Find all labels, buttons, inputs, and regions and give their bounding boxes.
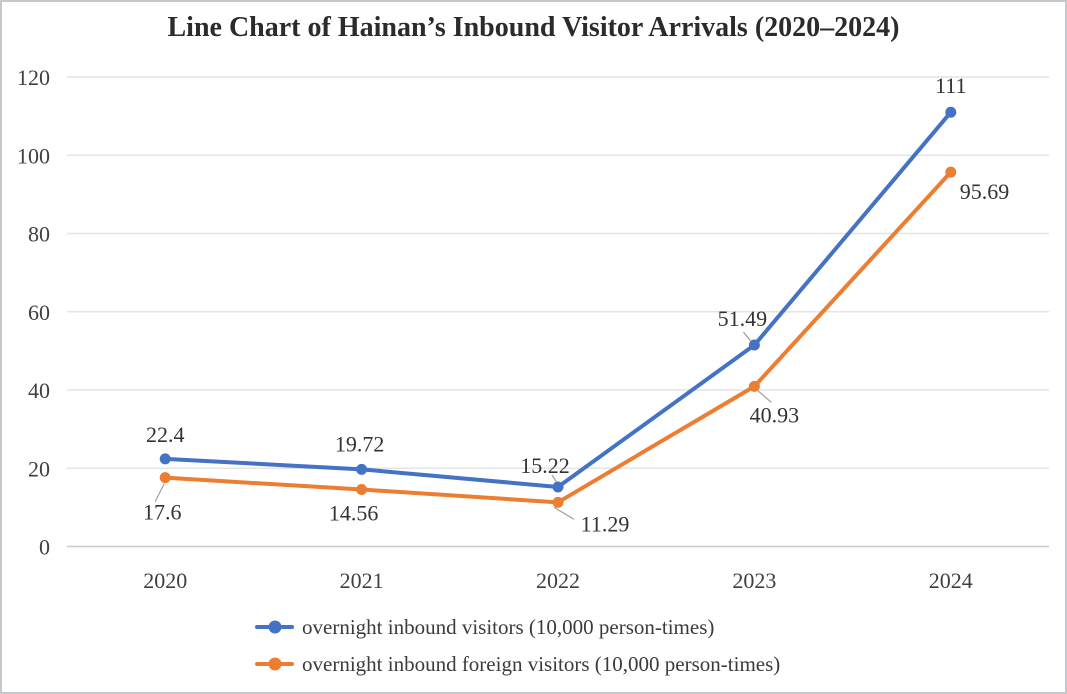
data-point-marker: [945, 166, 957, 178]
y-tick-label: 80: [28, 222, 50, 247]
data-point-marker: [356, 463, 368, 475]
data-point-label: 51.49: [718, 306, 768, 331]
data-point-label: 40.93: [750, 402, 800, 427]
x-tick-label: 2020: [143, 568, 187, 593]
data-point-label: 111: [935, 73, 966, 98]
legend-line-marker-orange-icon: [255, 657, 294, 671]
data-point-label: 11.29: [581, 511, 630, 536]
data-point-label: 14.56: [329, 501, 379, 526]
legend-dot-marker-blue-icon: [268, 620, 281, 634]
label-leader-line: [553, 506, 575, 520]
data-labels-layer: 22.4 19.72 15.22 51.49 111 17.6 14.56 11.29 40.9…: [143, 73, 1009, 536]
legend-item-overnight-inbound-visitors: overnight inbound visitors (10,000 perso…: [255, 614, 780, 640]
chart-legend: overnight inbound visitors (10,000 perso…: [255, 614, 780, 677]
data-point-marker: [159, 453, 171, 465]
data-point-marker: [356, 484, 368, 496]
legend-dot-marker-orange-icon: [268, 657, 281, 671]
legend-line-marker-blue-icon: [255, 620, 294, 634]
y-tick-label: 60: [28, 300, 50, 325]
x-tick-label: 2021: [340, 568, 384, 593]
legend-label-overnight-inbound-foreign-visitors: overnight inbound foreign visitors (10,0…: [302, 652, 781, 676]
y-tick-label: 40: [28, 378, 50, 403]
x-tick-label: 2022: [536, 568, 580, 593]
legend-label-overnight-inbound-visitors: overnight inbound visitors (10,000 perso…: [302, 615, 715, 639]
label-leader-line: [756, 389, 772, 403]
y-tick-label: 20: [28, 456, 50, 481]
data-point-marker: [552, 496, 564, 508]
data-point-label: 17.6: [143, 500, 182, 525]
label-leader-line: [154, 483, 165, 502]
data-point-marker: [748, 339, 760, 351]
data-point-label: 22.4: [146, 422, 185, 447]
gridlines-layer: [67, 76, 1049, 548]
chart-title: Line Chart of Hainan’s Inbound Visitor A…: [167, 12, 900, 43]
y-tick-label: 0: [39, 535, 50, 560]
x-tick-label: 2024: [929, 568, 973, 593]
y-tick-label: 120: [17, 65, 50, 90]
label-leader-line: [551, 474, 558, 484]
axis-labels-layer: 0 20 40 60 80 100 120 2020 2021 2022 2023 2024: [17, 65, 973, 593]
data-point-label: 95.69: [960, 179, 1010, 204]
legend-item-overnight-inbound-foreign-visitors: overnight inbound foreign visitors (10,0…: [255, 651, 780, 677]
series-layer: [159, 106, 957, 508]
data-point-marker: [159, 472, 171, 484]
data-point-label: 15.22: [520, 453, 570, 478]
x-tick-label: 2023: [732, 568, 776, 593]
data-point-label: 19.72: [335, 431, 385, 456]
data-point-marker: [945, 106, 957, 118]
data-point-marker: [552, 481, 564, 493]
leader-lines-layer: [154, 331, 772, 520]
data-point-marker: [748, 380, 760, 392]
y-tick-label: 100: [17, 143, 50, 168]
